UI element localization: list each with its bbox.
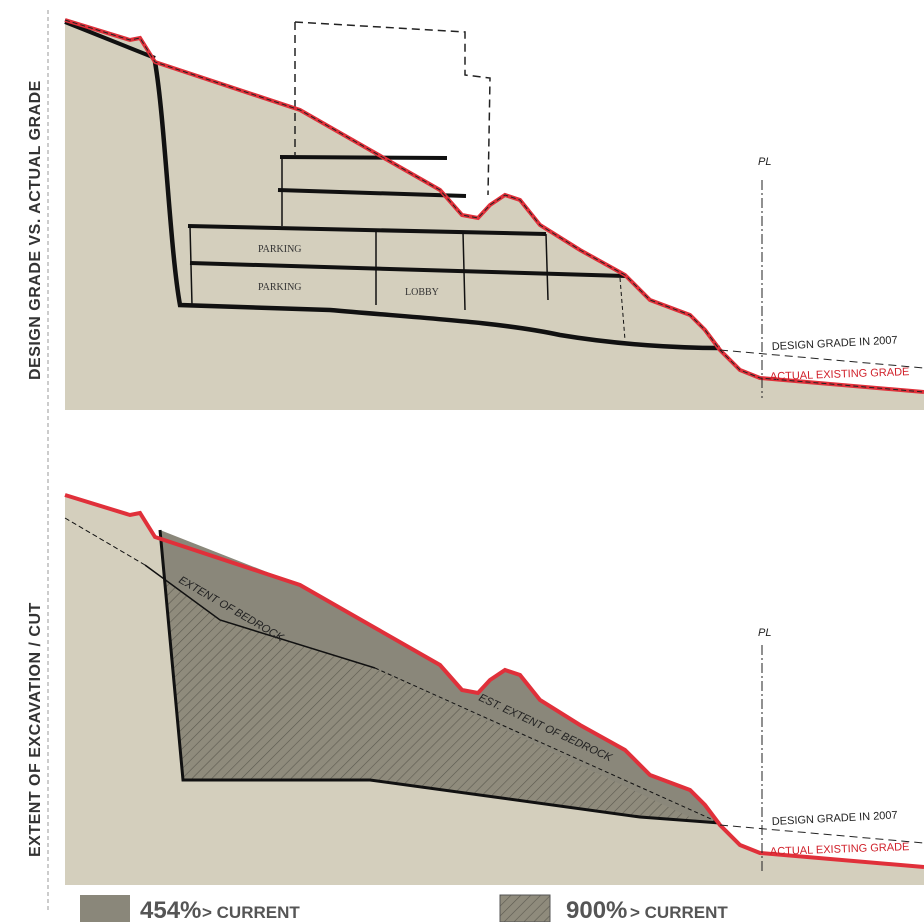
legend-value: 454% (140, 897, 201, 922)
legend-text: > CURRENT (630, 903, 728, 922)
sketch-label: PARKING (258, 244, 302, 255)
sketch-label: LOBBY (405, 287, 439, 298)
design-grade-ext (719, 824, 924, 844)
legend: 454% > CURRENT 900% > CURRENT (80, 894, 728, 922)
bedrock-line (144, 564, 376, 669)
building-outline (294, 21, 491, 196)
actual-label: ACTUAL EXISTING GRADE (770, 366, 910, 383)
sketch-label: PARKING (258, 282, 302, 293)
design-grade-ext (719, 349, 924, 369)
actual-label: ACTUAL EXISTING GRADE (770, 841, 910, 858)
design-label: DESIGN GRADE IN 2007 (772, 809, 898, 828)
side-label: EXTENT OF EXCAVATION / CUT (27, 602, 44, 857)
panel-bottom: PL EXTENT OF BEDROCK EST. EXTENT OF BEDR… (27, 493, 924, 885)
sketch (64, 20, 721, 351)
side-label: DESIGN GRADE VS. ACTUAL GRADE (27, 80, 44, 380)
legend-value: 900% (566, 897, 627, 922)
legend-swatch (499, 894, 551, 922)
panel-top: PARKING PARKING LOBBY PL DESIGN GRADE IN… (27, 18, 924, 410)
est-bedrock-line (374, 667, 721, 824)
excavation-outline (158, 529, 721, 825)
pl-label: PL (758, 627, 771, 639)
legend-text: > CURRENT (202, 903, 300, 922)
bedrock-cut (165, 580, 700, 822)
design-label: DESIGN GRADE IN 2007 (772, 334, 898, 353)
legend-swatch (80, 895, 130, 922)
pl-label: PL (758, 156, 771, 168)
